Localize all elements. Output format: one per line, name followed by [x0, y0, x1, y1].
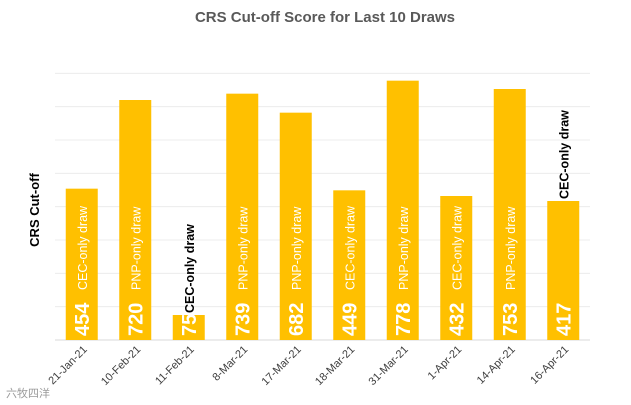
x-tick-label: 16-Apr-21 [528, 344, 571, 387]
x-tick-label: 11-Feb-21 [153, 344, 197, 388]
bar-annotation: CEC-only draw [450, 205, 464, 290]
x-tick-label: 31-Mar-21 [367, 344, 411, 388]
data-label: 753 [500, 303, 522, 336]
bar [226, 93, 259, 341]
bar-annotation: CEC-only draw [183, 224, 197, 313]
data-label: 432 [446, 303, 468, 336]
bar [172, 315, 205, 340]
data-label: 739 [232, 303, 254, 336]
bar [547, 201, 580, 340]
bar [386, 80, 419, 341]
y-axis-label: CRS Cut-off [27, 173, 42, 247]
bar-annotation: PNP-only draw [504, 206, 518, 290]
data-label: 682 [286, 303, 308, 336]
bar [493, 89, 526, 340]
data-label: 778 [393, 303, 415, 336]
x-tick-labels: 21-Jan-21 10-Feb-21 11-Feb-21 8-Mar-21 17-Ma… [46, 344, 571, 388]
x-tick-label: 14-Apr-21 [475, 344, 518, 387]
chart-title: CRS Cut-off Score for Last 10 Draws [195, 9, 455, 26]
bar [65, 188, 98, 340]
bar-annotation: PNP-only draw [236, 206, 250, 290]
bar [119, 100, 152, 340]
bar-annotation: CEC-only draw [557, 110, 571, 199]
x-tick-label: 1-Apr-21 [426, 344, 465, 383]
watermark: 六牧四洋 [6, 388, 50, 400]
x-tick-label: 17-Mar-21 [260, 344, 304, 388]
bar [333, 190, 366, 340]
bar-annotation: PNP-only draw [129, 206, 143, 290]
bar-annotation: CEC-only draw [76, 205, 90, 290]
x-tick-label: 21-Jan-21 [46, 344, 90, 388]
data-label: 720 [125, 303, 147, 336]
bar [440, 196, 473, 340]
x-tick-label: 18-Mar-21 [313, 344, 357, 388]
bar [279, 112, 312, 341]
bar-annotation: CEC-only draw [343, 205, 357, 290]
bar-annotation: PNP-only draw [397, 206, 411, 290]
bar-annotation: PNP-only draw [290, 206, 304, 290]
data-label: 417 [553, 303, 575, 336]
data-label: 449 [339, 303, 361, 336]
x-tick-label: 8-Mar-21 [210, 344, 250, 384]
x-tick-label: 10-Feb-21 [99, 344, 143, 388]
data-label: 75 [179, 314, 201, 336]
data-label: 454 [72, 302, 94, 336]
